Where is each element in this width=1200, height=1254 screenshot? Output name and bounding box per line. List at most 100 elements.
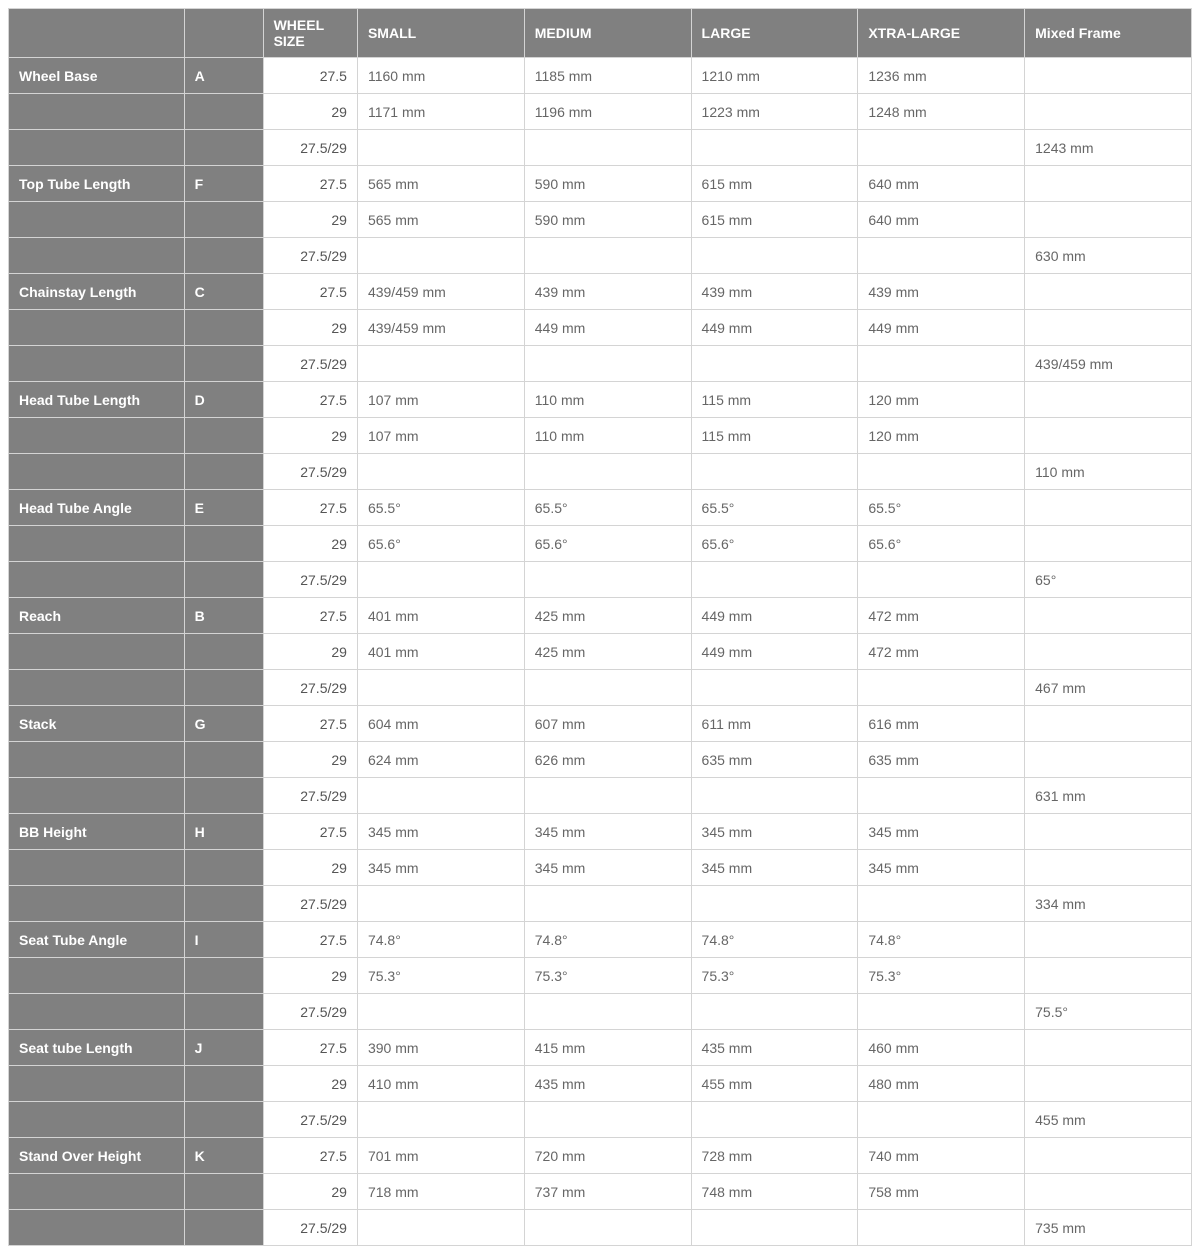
wheel-size-cell: 27.5/29 [263, 130, 357, 166]
row-letter: K [184, 1138, 263, 1174]
table-row: 29410 mm435 mm455 mm480 mm [9, 1066, 1192, 1102]
data-cell: 415 mm [524, 1030, 691, 1066]
data-cell [1025, 1030, 1192, 1066]
table-row: 29565 mm590 mm615 mm640 mm [9, 202, 1192, 238]
data-cell [691, 238, 858, 274]
data-cell: 565 mm [357, 202, 524, 238]
data-cell [1025, 1174, 1192, 1210]
data-cell: 345 mm [357, 850, 524, 886]
wheel-size-cell: 27.5/29 [263, 886, 357, 922]
data-cell [858, 238, 1025, 274]
data-cell: 1243 mm [1025, 130, 1192, 166]
row-letter-empty [184, 778, 263, 814]
data-cell [357, 670, 524, 706]
data-cell [691, 562, 858, 598]
data-cell: 439/459 mm [357, 274, 524, 310]
data-cell [691, 1210, 858, 1246]
header-size-xlarge: XTRA-LARGE [858, 9, 1025, 58]
table-row: 29345 mm345 mm345 mm345 mm [9, 850, 1192, 886]
data-cell [524, 778, 691, 814]
data-cell [1025, 418, 1192, 454]
data-cell [1025, 742, 1192, 778]
data-cell: 107 mm [357, 418, 524, 454]
row-label: Reach [9, 598, 185, 634]
wheel-size-cell: 27.5 [263, 166, 357, 202]
header-size-large: LARGE [691, 9, 858, 58]
data-cell [691, 670, 858, 706]
table-row: 29107 mm110 mm115 mm120 mm [9, 418, 1192, 454]
table-body: Wheel BaseA27.51160 mm1185 mm1210 mm1236… [9, 58, 1192, 1246]
data-cell: 75.5° [1025, 994, 1192, 1030]
data-cell: 640 mm [858, 202, 1025, 238]
wheel-size-cell: 29 [263, 418, 357, 454]
data-cell: 455 mm [1025, 1102, 1192, 1138]
row-label: Top Tube Length [9, 166, 185, 202]
data-cell [858, 454, 1025, 490]
data-cell [357, 994, 524, 1030]
wheel-size-cell: 27.5/29 [263, 778, 357, 814]
row-letter-empty [184, 346, 263, 382]
data-cell: 1196 mm [524, 94, 691, 130]
data-cell: 1236 mm [858, 58, 1025, 94]
row-letter: B [184, 598, 263, 634]
data-cell: 75.3° [524, 958, 691, 994]
data-cell: 110 mm [524, 418, 691, 454]
row-label-empty [9, 346, 185, 382]
data-cell: 635 mm [858, 742, 1025, 778]
data-cell [1025, 490, 1192, 526]
wheel-size-cell: 27.5 [263, 58, 357, 94]
wheel-size-cell: 27.5/29 [263, 1102, 357, 1138]
data-cell: 115 mm [691, 418, 858, 454]
header-size-mixed: Mixed Frame [1025, 9, 1192, 58]
row-label-empty [9, 994, 185, 1030]
data-cell: 758 mm [858, 1174, 1025, 1210]
table-row: 2965.6°65.6°65.6°65.6° [9, 526, 1192, 562]
data-cell: 439 mm [691, 274, 858, 310]
wheel-size-cell: 27.5 [263, 922, 357, 958]
row-letter: H [184, 814, 263, 850]
wheel-size-cell: 27.5/29 [263, 238, 357, 274]
data-cell: 718 mm [357, 1174, 524, 1210]
data-cell: 449 mm [691, 310, 858, 346]
table-row: Top Tube LengthF27.5565 mm590 mm615 mm64… [9, 166, 1192, 202]
wheel-size-cell: 27.5 [263, 1030, 357, 1066]
data-cell: 616 mm [858, 706, 1025, 742]
row-letter-empty [184, 994, 263, 1030]
row-letter-empty [184, 238, 263, 274]
data-cell: 449 mm [858, 310, 1025, 346]
row-letter-empty [184, 526, 263, 562]
table-row: Head Tube AngleE27.565.5°65.5°65.5°65.5° [9, 490, 1192, 526]
data-cell: 74.8° [858, 922, 1025, 958]
data-cell [1025, 202, 1192, 238]
data-cell: 439/459 mm [1025, 346, 1192, 382]
row-letter-empty [184, 130, 263, 166]
row-label-empty [9, 1066, 185, 1102]
table-row: 27.5/29439/459 mm [9, 346, 1192, 382]
data-cell: 75.3° [691, 958, 858, 994]
table-row: 29401 mm425 mm449 mm472 mm [9, 634, 1192, 670]
row-label: BB Height [9, 814, 185, 850]
wheel-size-cell: 27.5 [263, 274, 357, 310]
data-cell: 410 mm [357, 1066, 524, 1102]
data-cell [357, 130, 524, 166]
row-letter: D [184, 382, 263, 418]
data-cell [524, 562, 691, 598]
row-letter-empty [184, 1210, 263, 1246]
data-cell: 115 mm [691, 382, 858, 418]
data-cell: 1223 mm [691, 94, 858, 130]
table-row: Head Tube LengthD27.5107 mm110 mm115 mm1… [9, 382, 1192, 418]
data-cell [357, 346, 524, 382]
wheel-size-cell: 27.5 [263, 706, 357, 742]
data-cell: 1248 mm [858, 94, 1025, 130]
data-cell: 640 mm [858, 166, 1025, 202]
table-row: 27.5/29110 mm [9, 454, 1192, 490]
data-cell [691, 1102, 858, 1138]
data-cell: 65.5° [524, 490, 691, 526]
data-cell [524, 886, 691, 922]
data-cell [1025, 382, 1192, 418]
wheel-size-cell: 27.5/29 [263, 1210, 357, 1246]
data-cell: 590 mm [524, 202, 691, 238]
data-cell [1025, 598, 1192, 634]
data-cell: 720 mm [524, 1138, 691, 1174]
row-label-empty [9, 958, 185, 994]
